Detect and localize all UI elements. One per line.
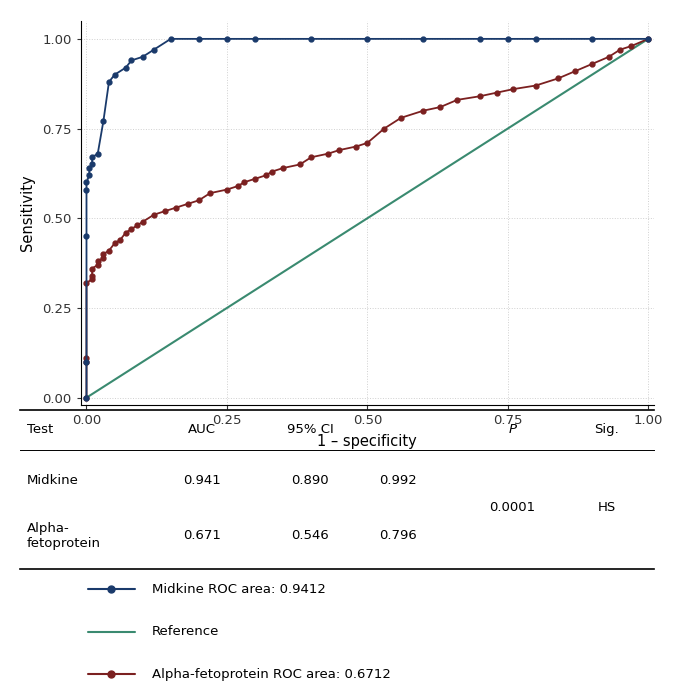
Text: 0.0001: 0.0001 bbox=[489, 501, 535, 514]
Text: 0.890: 0.890 bbox=[291, 474, 329, 487]
Text: Midkine ROC area: 0.9412: Midkine ROC area: 0.9412 bbox=[152, 583, 326, 596]
Text: Midkine: Midkine bbox=[27, 474, 79, 487]
Text: 0.546: 0.546 bbox=[291, 529, 329, 542]
Text: AUC: AUC bbox=[188, 424, 216, 436]
Text: Test: Test bbox=[27, 424, 53, 436]
Text: P: P bbox=[508, 424, 516, 436]
Text: HS: HS bbox=[597, 501, 616, 514]
Text: Sig.: Sig. bbox=[594, 424, 619, 436]
Text: 0.992: 0.992 bbox=[379, 474, 417, 487]
Y-axis label: Sensitivity: Sensitivity bbox=[20, 174, 36, 251]
Text: Alpha-
fetoprotein: Alpha- fetoprotein bbox=[27, 521, 101, 549]
X-axis label: 1 – specificity: 1 – specificity bbox=[317, 434, 417, 449]
Text: 0.671: 0.671 bbox=[183, 529, 221, 542]
Text: Alpha-fetoprotein ROC area: 0.6712: Alpha-fetoprotein ROC area: 0.6712 bbox=[152, 667, 390, 681]
Text: 0.941: 0.941 bbox=[183, 474, 221, 487]
Text: 0.796: 0.796 bbox=[379, 529, 417, 542]
Text: 95% CI: 95% CI bbox=[286, 424, 334, 436]
Text: Reference: Reference bbox=[152, 625, 219, 638]
